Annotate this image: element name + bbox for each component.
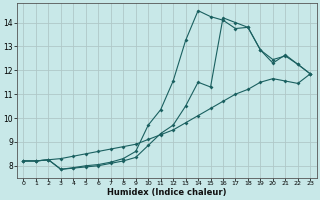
X-axis label: Humidex (Indice chaleur): Humidex (Indice chaleur) — [107, 188, 227, 197]
